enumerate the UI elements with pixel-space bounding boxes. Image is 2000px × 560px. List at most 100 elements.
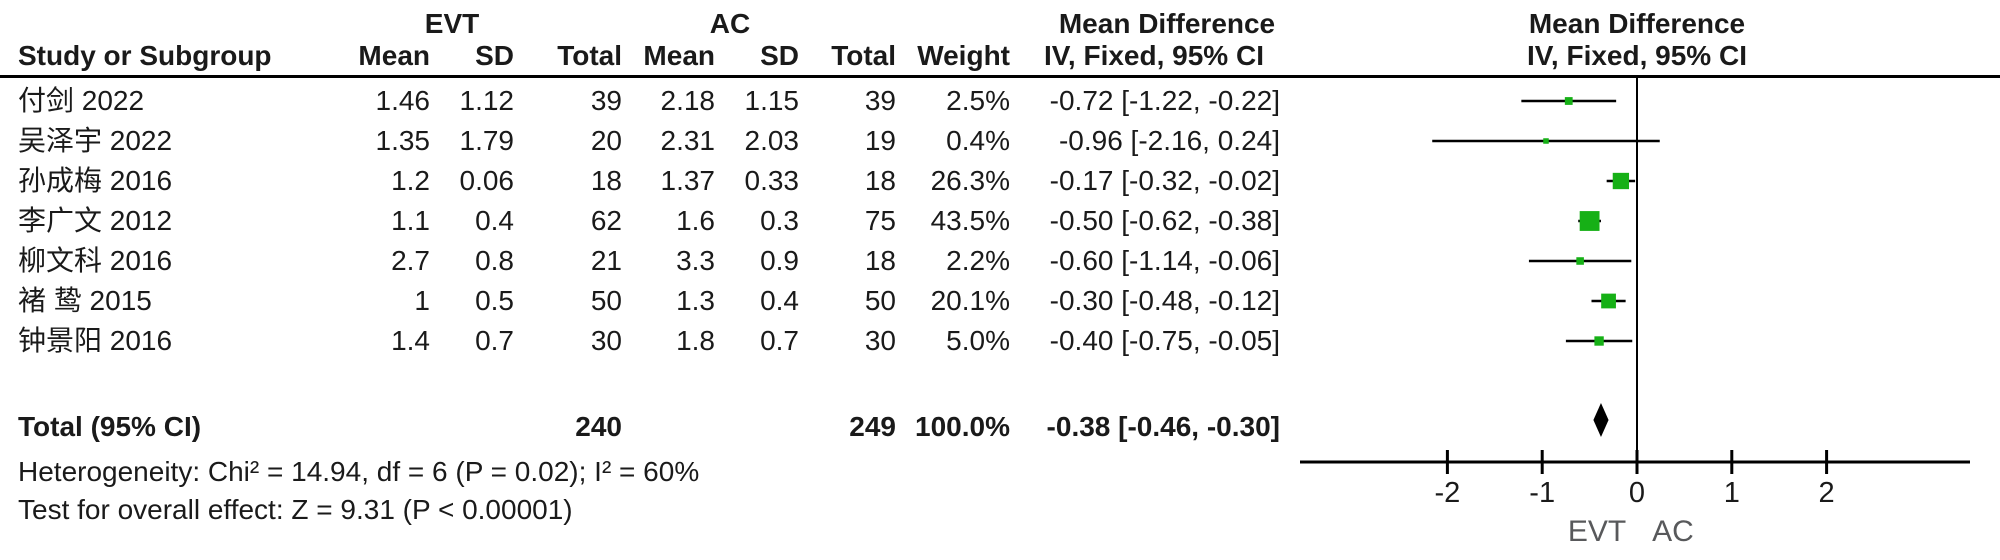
cell-ac-total: 39: [864, 85, 896, 116]
cell-evt-mean: 2.7: [391, 245, 430, 276]
cell-evt-mean: 1.35: [375, 125, 431, 156]
cell-ac-total: 18: [864, 165, 896, 196]
cell-evt-sd: 1.12: [459, 85, 515, 116]
column-header-ci-left: IV, Fixed, 95% CI: [1044, 40, 1264, 71]
effect-header-right: Mean Difference: [1528, 8, 1746, 39]
cell-ac-sd: 0.3: [760, 205, 799, 236]
study-row: 柳文科 2016 2.7 0.8 21 3.3 0.9 18 2.2% -0.60 [-1.14…: [0, 241, 2000, 281]
cell-weight: 43.5%: [930, 205, 1010, 236]
cell-ac-sd: 0.7: [760, 325, 799, 356]
cell-weight: 20.1%: [930, 285, 1010, 316]
x-axis-tick-label: 0: [1629, 477, 1645, 509]
group-header-evt: EVT: [424, 8, 480, 39]
cell-ac-mean: 2.18: [660, 85, 716, 116]
cell-name: 吴泽宇 2022: [18, 125, 173, 156]
cell-weight: 2.2%: [946, 245, 1010, 276]
cell-ci-text: -0.60 [-1.14, -0.06]: [1049, 245, 1280, 276]
cell-evt-sd: 0.8: [475, 245, 514, 276]
cell-weight: 0.4%: [946, 125, 1010, 156]
x-axis-tick-label: -2: [1435, 477, 1461, 509]
cell-ac-sd: 0.33: [744, 165, 800, 196]
cell-ci-text: -0.40 [-0.75, -0.05]: [1049, 325, 1280, 356]
cell-ac-mean: 3.3: [676, 245, 715, 276]
column-header-ac-sd: SD: [760, 40, 799, 71]
cell-ac-mean: 2.31: [660, 125, 716, 156]
cell-ac-total: 19: [864, 125, 896, 156]
total-row: Total (95% CI) 240 249 100.0% -0.38 [-0.…: [0, 407, 2000, 447]
cell-ac-mean: 1.8: [676, 325, 715, 356]
axis-right-group-label: AC: [1652, 515, 1694, 548]
study-row: 褚 鸷 2015 1 0.5 50 1.3 0.4 50 20.1% -0.30 [-0.48,…: [0, 281, 2000, 321]
total-ci-text: -0.38 [-0.46, -0.30]: [1046, 411, 1280, 442]
x-axis-tick-label: 1: [1724, 477, 1740, 509]
cell-ci-text: -0.72 [-1.22, -0.22]: [1049, 85, 1280, 116]
cell-evt-sd: 0.4: [475, 205, 514, 236]
group-header-ac: AC: [709, 8, 751, 39]
cell-ci-text: -0.96 [-2.16, 0.24]: [1058, 125, 1280, 156]
cell-weight: 2.5%: [946, 85, 1010, 116]
cell-name: 付剑 2022: [18, 85, 145, 116]
cell-evt-total: 39: [590, 85, 622, 116]
heterogeneity-note: Heterogeneity: Chi² = 14.94, df = 6 (P =…: [18, 456, 700, 487]
column-header-evt-mean: Mean: [358, 40, 430, 71]
effect-header-left: Mean Difference: [1058, 8, 1276, 39]
cell-evt-mean: 1.4: [391, 325, 430, 356]
study-row: 钟景阳 2016 1.4 0.7 30 1.8 0.7 30 5.0% -0.40 [-0.75…: [0, 321, 2000, 361]
cell-evt-total: 21: [590, 245, 622, 276]
cell-name: 李广文 2012: [18, 205, 173, 236]
cell-ac-total: 75: [864, 205, 896, 236]
axis-left-group-label: EVT: [1567, 515, 1627, 548]
total-weight: 100.0%: [915, 411, 1010, 442]
column-header-evt-sd: SD: [475, 40, 514, 71]
column-header-study: Study or Subgroup: [18, 40, 272, 71]
study-row: 付剑 2022 1.46 1.12 39 2.18 1.15 39 2.5% -0.72 [-1…: [0, 81, 2000, 121]
cell-evt-mean: 1.46: [375, 85, 431, 116]
cell-evt-total: 62: [590, 205, 622, 236]
cell-name: 孙成梅 2016: [18, 165, 173, 196]
cell-ac-total: 18: [864, 245, 896, 276]
cell-evt-sd: 0.7: [475, 325, 514, 356]
column-header-ci-right: IV, Fixed, 95% CI: [1527, 40, 1747, 71]
cell-evt-sd: 1.79: [459, 125, 515, 156]
cell-name: 柳文科 2016: [18, 245, 173, 276]
cell-ac-sd: 0.4: [760, 285, 799, 316]
cell-ac-sd: 0.9: [760, 245, 799, 276]
study-row: 孙成梅 2016 1.2 0.06 18 1.37 0.33 18 26.3% -0.17 [-…: [0, 161, 2000, 201]
cell-ac-mean: 1.6: [676, 205, 715, 236]
cell-evt-total: 30: [590, 325, 622, 356]
cell-ac-total: 30: [864, 325, 896, 356]
cell-ac-total: 50: [864, 285, 896, 316]
cell-ci-text: -0.50 [-0.62, -0.38]: [1049, 205, 1280, 236]
study-row: 吴泽宇 2022 1.35 1.79 20 2.31 2.03 19 0.4% -0.96 [-…: [0, 121, 2000, 161]
study-row: 李广文 2012 1.1 0.4 62 1.6 0.3 75 43.5% -0.50 [-0.6…: [0, 201, 2000, 241]
cell-weight: 5.0%: [946, 325, 1010, 356]
cell-name: 褚 鸷 2015: [18, 285, 152, 316]
x-axis-tick-label: -1: [1529, 477, 1555, 509]
column-header-evt-total: Total: [557, 40, 622, 71]
cell-ci-text: -0.30 [-0.48, -0.12]: [1049, 285, 1280, 316]
cell-weight: 26.3%: [930, 165, 1010, 196]
cell-ci-text: -0.17 [-0.32, -0.02]: [1049, 165, 1280, 196]
cell-evt-total: 20: [590, 125, 622, 156]
cell-evt-mean: 1.1: [391, 205, 430, 236]
cell-evt-mean: 1.2: [391, 165, 430, 196]
cell-evt-total: 50: [590, 285, 622, 316]
cell-evt-total: 18: [590, 165, 622, 196]
cell-ac-sd: 2.03: [744, 125, 800, 156]
cell-evt-mean: 1: [414, 285, 430, 316]
overall-effect-note: Test for overall effect: Z = 9.31 (P < 0…: [18, 494, 573, 525]
total-evt-n: 240: [575, 411, 622, 442]
cell-ac-sd: 1.15: [744, 85, 800, 116]
column-header-weight: Weight: [917, 40, 1010, 71]
total-label: Total (95% CI): [18, 411, 202, 442]
cell-ac-mean: 1.3: [676, 285, 715, 316]
cell-ac-mean: 1.37: [660, 165, 716, 196]
x-axis-tick-label: 2: [1819, 477, 1835, 509]
total-ac-n: 249: [849, 411, 896, 442]
header-divider: [0, 75, 2000, 78]
column-header-ac-mean: Mean: [643, 40, 715, 71]
column-header-ac-total: Total: [831, 40, 896, 71]
cell-evt-sd: 0.5: [475, 285, 514, 316]
cell-name: 钟景阳 2016: [18, 325, 173, 356]
